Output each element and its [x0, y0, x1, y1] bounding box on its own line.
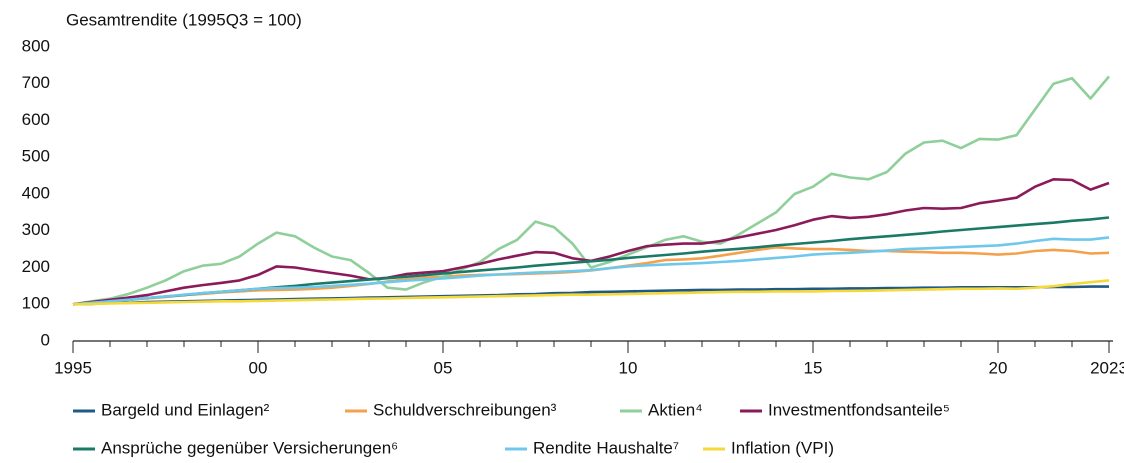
series-line — [72, 236, 1110, 306]
y-tick-label: 600 — [22, 110, 50, 129]
legend-label: Ansprüche gegenüber Versicherungen⁶ — [101, 438, 398, 457]
y-tick-label: 700 — [22, 73, 50, 92]
legend-label: Bargeld und Einlagen² — [101, 400, 270, 419]
series-line — [72, 75, 1110, 306]
x-tick-label: 15 — [804, 358, 823, 377]
y-tick-label: 200 — [22, 257, 50, 276]
x-tick-label: 2023 — [1090, 358, 1124, 377]
legend-label: Inflation (VPI) — [731, 438, 834, 457]
y-tick-label: 300 — [22, 220, 50, 239]
legend-label: Investmentfondsanteile⁵ — [768, 400, 950, 419]
x-tick-label: 05 — [434, 358, 453, 377]
x-tick-label: 00 — [249, 358, 268, 377]
x-tick-label: 20 — [989, 358, 1008, 377]
y-tick-label: 400 — [22, 183, 50, 202]
legend-label: Aktien⁴ — [648, 400, 703, 419]
y-tick-label: 0 — [41, 330, 50, 349]
x-tick-label: 10 — [619, 358, 638, 377]
y-axis-label: Gesamtrendite (1995Q3 = 100) — [66, 10, 302, 29]
y-tick-label: 500 — [22, 147, 50, 166]
series-line — [72, 279, 1110, 306]
x-tick-label: 1995 — [54, 358, 92, 377]
legend-label: Schuldverschreibungen³ — [373, 400, 557, 419]
y-tick-label: 800 — [22, 36, 50, 55]
y-tick-label: 100 — [22, 294, 50, 313]
legend-label: Rendite Haushalte⁷ — [533, 438, 679, 457]
series-line — [72, 178, 1110, 306]
